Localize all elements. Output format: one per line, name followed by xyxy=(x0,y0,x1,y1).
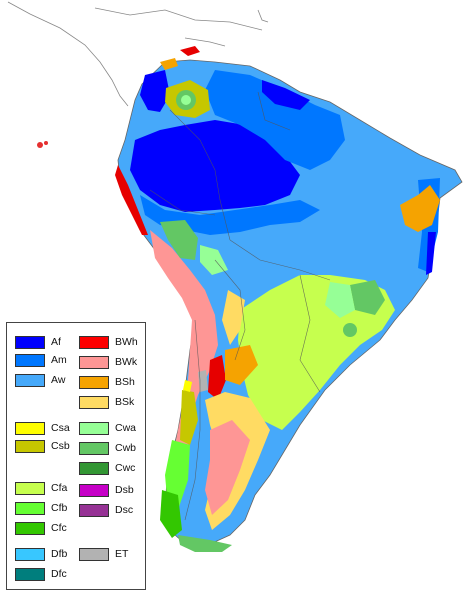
galapagos xyxy=(37,141,48,148)
legend-item-bsk: BSk xyxy=(79,395,134,409)
legend-item-dfb: Dfb xyxy=(15,547,67,561)
legend-label: ET xyxy=(115,548,129,560)
legend-item-cwb: Cwb xyxy=(79,441,136,455)
legend-swatch xyxy=(15,421,45,435)
region-af-guianas xyxy=(262,80,310,110)
region-csa-chile xyxy=(183,380,192,392)
legend-item-csa: Csa xyxy=(15,421,70,435)
legend-label: Aw xyxy=(51,374,66,386)
legend-item-csb: Csb xyxy=(15,439,70,453)
region-tierra-del-fuego xyxy=(178,535,232,552)
legend-label: Cfb xyxy=(51,502,68,514)
legend-swatch xyxy=(15,439,45,453)
legend-item-et: ET xyxy=(79,547,128,561)
legend-item-aw: Aw xyxy=(15,373,65,387)
legend-label: Af xyxy=(51,336,61,348)
legend-label: BWk xyxy=(115,356,138,368)
region-bsh-caribbean xyxy=(160,58,178,70)
legend-swatch xyxy=(15,567,45,581)
legend-swatch xyxy=(79,441,109,455)
legend-swatch xyxy=(79,483,109,497)
legend-label: Cwc xyxy=(115,462,136,474)
legend-label: BWh xyxy=(115,336,138,348)
region-cfc-chile xyxy=(160,490,182,538)
legend-label: Dfc xyxy=(51,568,67,580)
legend-item-af: Af xyxy=(15,335,61,349)
region-cwa-small xyxy=(343,323,357,337)
region-et-andes xyxy=(198,370,208,392)
region-bsk-andes xyxy=(222,290,245,345)
region-af-colombia xyxy=(140,70,170,112)
legend-item-bwh: BWh xyxy=(79,335,138,349)
legend-item-cfc: Cfc xyxy=(15,521,67,535)
legend-item-dsb: Dsb xyxy=(79,483,134,497)
legend-swatch xyxy=(79,335,109,349)
legend-label: Dsc xyxy=(115,504,134,516)
region-af-east-coast xyxy=(426,232,436,275)
region-cfa-south xyxy=(238,275,395,430)
legend-swatch xyxy=(15,501,45,515)
region-cwb-highlands xyxy=(350,280,385,315)
legend-item-cfb: Cfb xyxy=(15,501,67,515)
legend-item-cwc: Cwc xyxy=(79,461,135,475)
region-am-north xyxy=(205,70,345,170)
region-bsh-argentina xyxy=(225,345,258,385)
region-bwh-argentina xyxy=(208,355,226,400)
region-cfb-chile xyxy=(165,440,190,510)
legend-swatch xyxy=(15,547,45,561)
region-bwk-andes xyxy=(150,230,218,480)
country-borders xyxy=(149,91,331,521)
legend-label: Dsb xyxy=(115,484,134,496)
region-bsh-ne-brazil xyxy=(400,185,440,232)
legend-item-cfa: Cfa xyxy=(15,481,67,495)
caribbean-outlines xyxy=(7,1,269,107)
legend-label: Cwa xyxy=(115,422,137,434)
legend-label: BSk xyxy=(115,396,135,408)
region-bwh-caribbean xyxy=(180,46,200,56)
legend-label: Cfc xyxy=(51,522,67,534)
climate-legend: Af Am Aw Csa Csb Cfa Cfb Cfc Dfb Dfc BWh BWk BSh BSk C… xyxy=(6,322,146,590)
region-csb-chile xyxy=(180,390,198,445)
legend-item-bwk: BWk xyxy=(79,355,137,369)
legend-item-cwa: Cwa xyxy=(79,421,136,435)
region-bwh-peru-coast xyxy=(115,165,148,235)
legend-swatch xyxy=(79,375,109,389)
legend-item-dsc: Dsc xyxy=(79,503,133,517)
legend-swatch xyxy=(79,461,109,475)
legend-swatch xyxy=(15,373,45,387)
legend-swatch xyxy=(79,355,109,369)
legend-label: BSh xyxy=(115,376,135,388)
region-cwa-brazil xyxy=(325,282,355,318)
legend-swatch xyxy=(79,503,109,517)
region-cwb-andes xyxy=(160,220,198,260)
legend-label: Csb xyxy=(51,440,70,452)
legend-swatch xyxy=(15,481,45,495)
legend-swatch xyxy=(15,335,45,349)
legend-swatch xyxy=(79,547,109,561)
legend-label: Cfa xyxy=(51,482,68,494)
region-bwk-patagonia xyxy=(205,420,250,515)
legend-item-dfc: Dfc xyxy=(15,567,67,581)
legend-label: Csa xyxy=(51,422,70,434)
legend-swatch xyxy=(79,421,109,435)
legend-label: Dfb xyxy=(51,548,68,560)
legend-item-bsh: BSh xyxy=(79,375,135,389)
region-af-amazon xyxy=(130,120,300,212)
legend-item-am: Am xyxy=(15,353,67,367)
legend-label: Cwb xyxy=(115,442,137,454)
legend-label: Am xyxy=(51,354,67,366)
legend-swatch xyxy=(79,395,109,409)
legend-swatch xyxy=(15,521,45,535)
legend-swatch xyxy=(15,353,45,367)
